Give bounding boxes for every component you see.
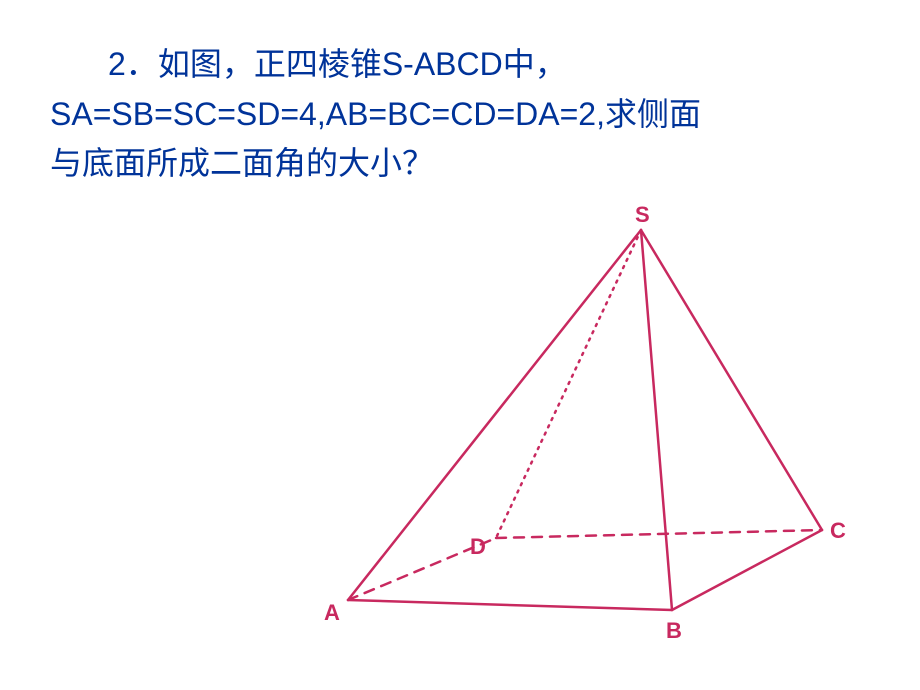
- problem-line1-text: 如图，正四棱锥S-ABCD中，: [158, 46, 567, 82]
- edge-BC: [672, 530, 822, 610]
- pyramid-diagram: S A B C D: [310, 200, 860, 660]
- problem-line-2: SA=SB=SC=SD=4,AB=BC=CD=DA=2,求侧面: [50, 90, 870, 140]
- edge-AB: [348, 600, 672, 610]
- problem-line-1: 2．如图，正四棱锥S-ABCD中，: [50, 40, 870, 90]
- vertex-label-S: S: [635, 202, 650, 228]
- vertex-label-B: B: [666, 618, 682, 644]
- vertex-label-D: D: [470, 534, 486, 560]
- edge-SC: [641, 230, 822, 530]
- edge-SB: [641, 230, 672, 610]
- vertex-label-A: A: [324, 600, 340, 626]
- problem-line-3: 与底面所成二面角的大小？: [50, 139, 870, 189]
- slide: 2．如图，正四棱锥S-ABCD中， SA=SB=SC=SD=4,AB=BC=CD…: [0, 0, 920, 690]
- vertex-label-C: C: [830, 518, 846, 544]
- problem-text: 2．如图，正四棱锥S-ABCD中， SA=SB=SC=SD=4,AB=BC=CD…: [50, 40, 870, 189]
- edge-SA: [348, 230, 641, 600]
- problem-number: 2．: [108, 46, 158, 82]
- pyramid-svg: [310, 200, 860, 660]
- edge-DC: [496, 530, 822, 538]
